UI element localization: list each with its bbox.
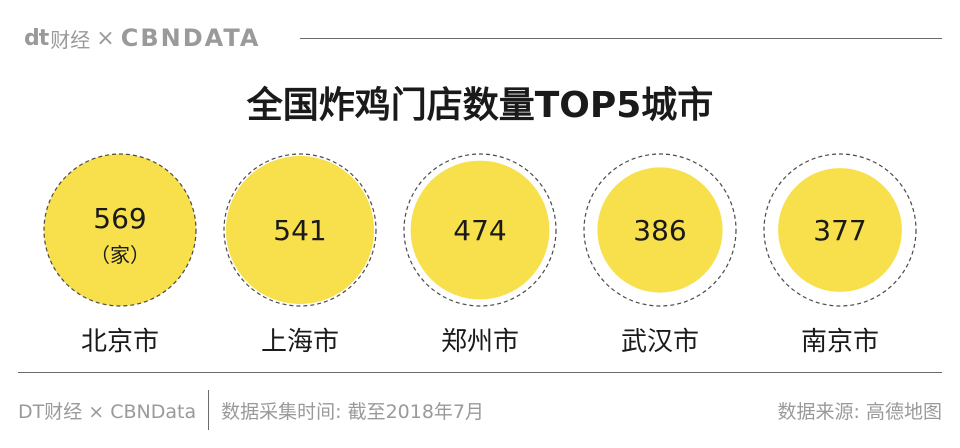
bubble-group: 541 上海市: [223, 153, 377, 357]
bubble-outline: [583, 153, 737, 307]
bubble-group: 474 郑州市: [403, 153, 557, 357]
data-label: 386: [633, 214, 686, 247]
bubble-fill: [597, 167, 723, 293]
bubble-outline: [43, 153, 197, 307]
category-label: 武汉市: [621, 327, 699, 357]
footer-brand: DT财经 × CBNData: [18, 400, 197, 423]
bubble-group: 377 南京市: [763, 153, 917, 357]
unit-label: （家）: [90, 243, 150, 267]
bubble-fill: [225, 155, 375, 305]
data-label: 474: [453, 214, 506, 247]
bubble-fill: [778, 168, 902, 292]
data-label: 377: [813, 214, 866, 247]
brand-separator: ×: [96, 25, 115, 51]
bubble-group: 386 武汉市: [583, 153, 737, 357]
category-label: 南京市: [801, 327, 879, 357]
cbndata-logo: CBNDATA: [120, 24, 261, 52]
bubble-chart: 569 （家） 北京市 541 上海市 474 郑州市 386 武汉市 377 南京市: [43, 153, 917, 357]
brand-caijing: 财经: [50, 27, 91, 52]
footer-separator: [208, 390, 210, 430]
chart-title: 全国炸鸡门店数量TOP5城市: [246, 85, 714, 126]
bubble-outline: [763, 153, 917, 307]
dt-logo: dt: [24, 25, 49, 51]
bubble-fill: [44, 154, 196, 306]
category-label: 上海市: [261, 327, 339, 357]
bubble-fill: [410, 160, 550, 300]
category-label: 北京市: [81, 327, 159, 357]
header-divider: [300, 38, 942, 39]
bubble-group: 569 （家） 北京市: [43, 153, 197, 357]
brand-header: dt 财经 × CBNDATA: [24, 22, 260, 54]
bubble-outline: [403, 153, 557, 307]
data-label: 541: [273, 214, 326, 247]
bubble-outline: [223, 153, 377, 307]
data-source: 数据来源: 高德地图: [777, 400, 942, 423]
category-label: 郑州市: [441, 327, 519, 357]
footer: DT财经 × CBNData 数据采集时间: 截至2018年7月 数据来源: 高…: [18, 388, 942, 432]
footer-divider: [18, 372, 942, 373]
data-label: 569: [93, 202, 146, 235]
data-collection-note: 数据采集时间: 截至2018年7月: [221, 400, 485, 423]
